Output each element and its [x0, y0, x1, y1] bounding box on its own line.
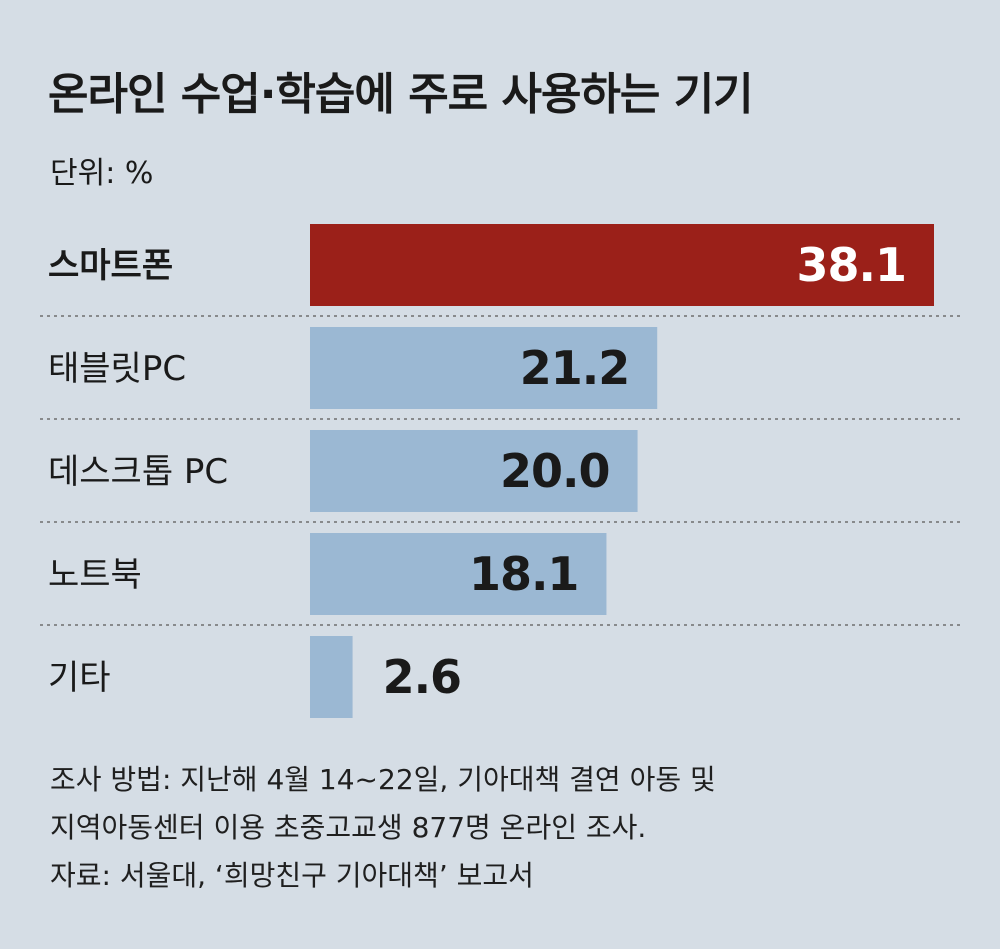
category-label-1: 태블릿PC [48, 349, 186, 389]
value-label-4: 2.6 [383, 650, 462, 704]
bar-0 [310, 224, 934, 306]
bar-3 [310, 533, 607, 615]
category-label-2: 데스크톱 PC [48, 452, 228, 492]
chart-title: 온라인 수업·학습에 주로 사용하는 기기 [48, 69, 754, 120]
category-label-0: 스마트폰 [48, 246, 173, 286]
value-label-2: 20.0 [500, 444, 610, 498]
bar-2 [310, 430, 638, 512]
unit-label: 단위: % [50, 156, 154, 191]
category-label-3: 노트북 [48, 555, 142, 595]
value-label-3: 18.1 [469, 547, 579, 601]
survey-note-line-1: 조사 방법: 지난해 4월 14~22일, 기아대책 결연 아동 및 [50, 763, 716, 796]
source-note: 자료: 서울대, ‘희망친구 기아대책’ 보고서 [50, 859, 534, 892]
survey-note-line-2: 지역아동센터 이용 초중고교생 877명 온라인 조사. [50, 811, 647, 844]
value-label-0: 38.1 [797, 238, 907, 292]
bar-1 [310, 327, 658, 409]
value-label-1: 21.2 [520, 341, 630, 395]
bar-4 [310, 636, 353, 718]
category-label-4: 기타 [48, 658, 111, 698]
